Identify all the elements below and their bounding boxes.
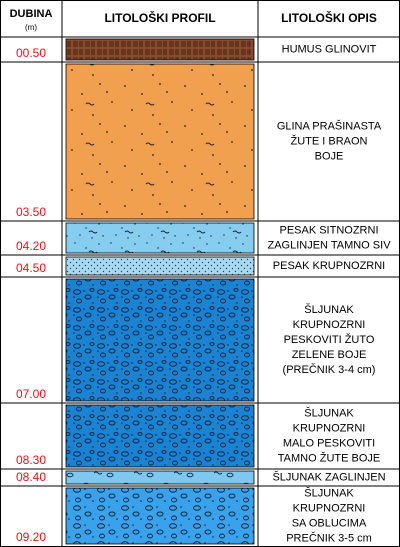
- description-line: KRUPNOZRNI: [293, 319, 366, 331]
- description-line: (PREČNIK 3-4 cm): [283, 363, 376, 376]
- depth-label: 00.50: [16, 46, 46, 60]
- depth-label: 07.00: [16, 387, 46, 401]
- description-line: TAMNO ŽUTE BOJE: [278, 451, 380, 464]
- description-line: PESAK SITNOZRNI: [279, 224, 378, 236]
- description-title: LITOLOŠKI OPIS: [281, 10, 377, 25]
- depth-label: 04.50: [16, 261, 46, 275]
- depth-title: DUBINA: [10, 8, 53, 20]
- description-line: ŠLJUNAK: [304, 303, 354, 316]
- description-line: ŽUTE I BRAON: [290, 134, 367, 147]
- description-line: MALO PESKOVITI: [283, 437, 375, 449]
- description-line: ZAGLINJEN TAMNO SIV: [267, 239, 391, 251]
- layer-fill: [65, 487, 255, 545]
- description-line: BOJE: [315, 150, 344, 162]
- description-line: ŠLJUNAK ZAGLINJEN: [272, 470, 385, 483]
- depth-unit: (m): [25, 23, 37, 32]
- layer-fill: [65, 222, 255, 254]
- depth-label: 04.20: [16, 239, 46, 253]
- layer-fill: [65, 256, 255, 276]
- description-line: KRUPNOZRNI: [293, 502, 366, 514]
- depth-label: 08.30: [16, 453, 46, 467]
- description-line: ŠLJUNAK: [304, 486, 354, 499]
- depth-label: 08.40: [16, 470, 46, 484]
- description-line: PESKOVITI ŽUTO: [284, 333, 375, 346]
- description-line: HUMUS GLINOVIT: [282, 43, 377, 55]
- layer-fill: [65, 63, 255, 220]
- depth-label: 09.20: [16, 530, 46, 544]
- description-line: SA OBLUCIMA: [292, 517, 367, 529]
- depth-label: 03.50: [16, 205, 46, 219]
- description-line: KRUPNOZRNI: [293, 422, 366, 434]
- layer-fill: [65, 38, 255, 61]
- description-line: GLINA PRAŠINASTA: [277, 119, 382, 132]
- profile-title: LITOLOŠKI PROFIL: [104, 10, 215, 25]
- description-line: ŠLJUNAK: [304, 406, 354, 419]
- description-line: PREČNIK 3-5 cm: [286, 531, 372, 544]
- layer-fill: [65, 470, 255, 485]
- layer-fill: [65, 278, 255, 402]
- description-line: PESAK KRUPNOZRNI: [273, 260, 385, 272]
- description-line: ZELENE BOJE: [292, 349, 367, 361]
- layer-fill: [65, 404, 255, 468]
